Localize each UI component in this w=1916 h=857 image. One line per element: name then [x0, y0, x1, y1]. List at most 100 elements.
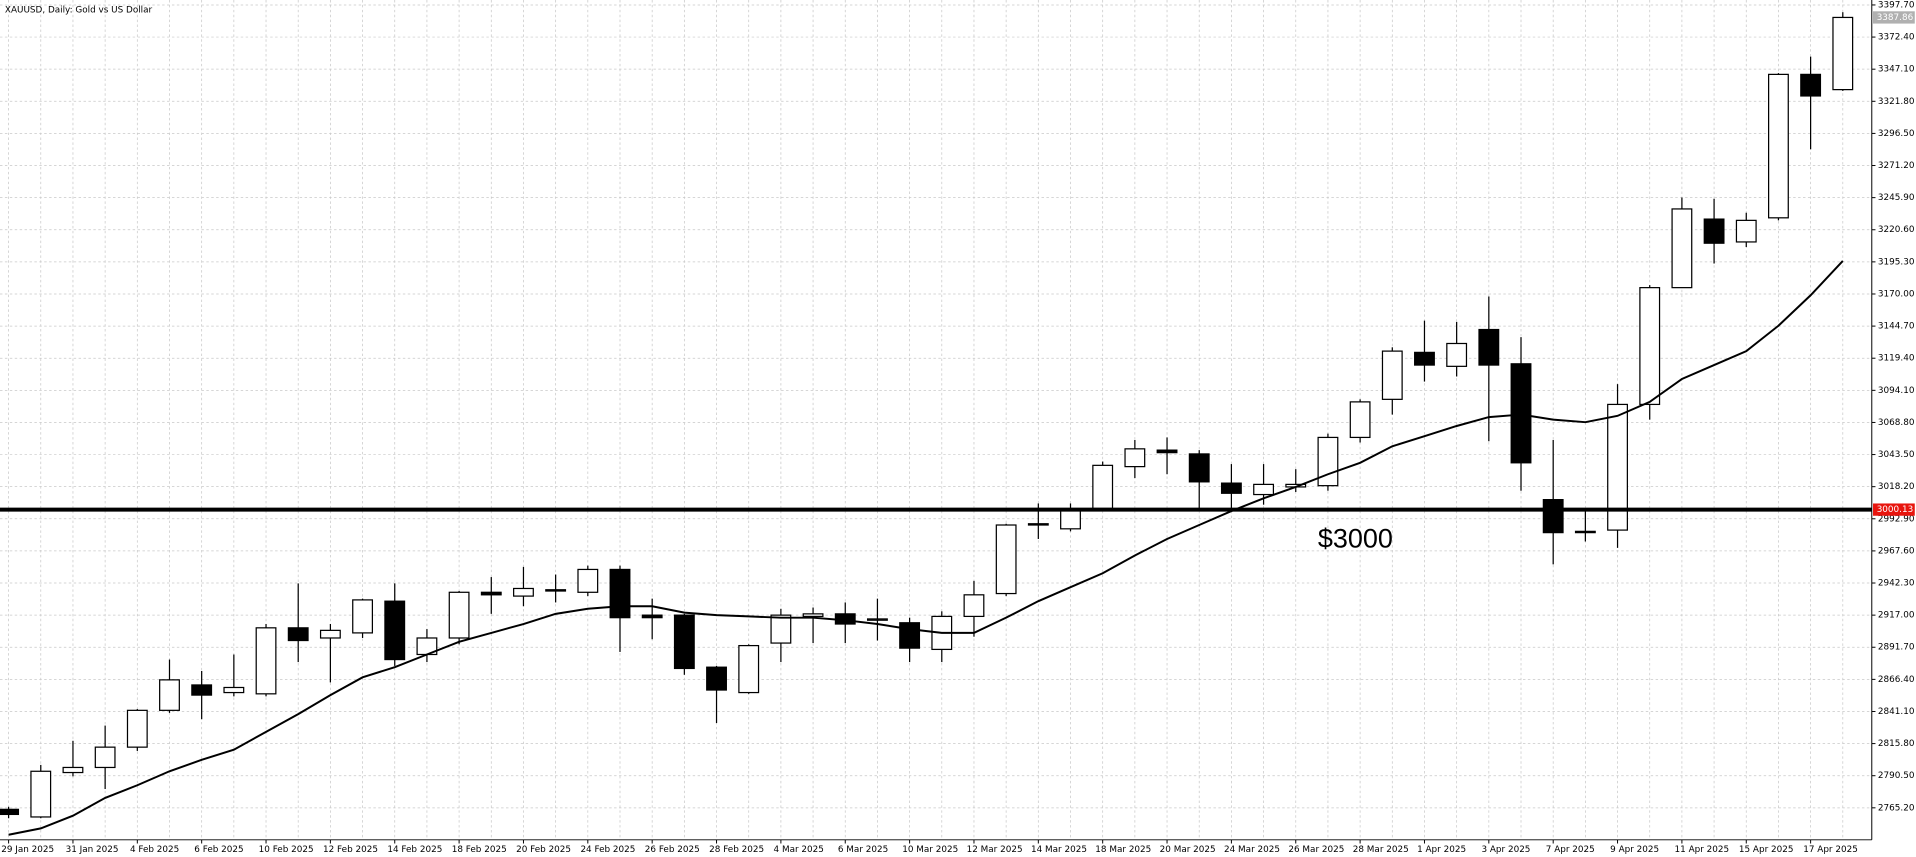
x-tick-label: 12 Mar 2025 — [967, 845, 1023, 855]
y-tick-label: 3195.30 — [1878, 257, 1915, 267]
candle-body — [1542, 499, 1564, 534]
candle-body — [1607, 403, 1628, 531]
x-tick-label: 28 Mar 2025 — [1353, 845, 1409, 855]
y-tick-label: 3245.90 — [1878, 193, 1915, 203]
current-price-label: 3387.86 — [1877, 13, 1914, 23]
candle-body — [1220, 482, 1242, 494]
candle-body — [770, 614, 792, 644]
y-tick-label: 3220.60 — [1878, 225, 1915, 235]
x-tick-label: 20 Mar 2025 — [1160, 845, 1216, 855]
candle-body — [287, 627, 309, 642]
y-tick-label: 3043.50 — [1878, 450, 1915, 460]
y-tick-label: 2866.40 — [1878, 675, 1915, 685]
x-tick-label: 9 Apr 2025 — [1610, 845, 1659, 855]
y-tick-label: 3372.40 — [1878, 33, 1915, 43]
x-tick-label: 15 Apr 2025 — [1739, 845, 1794, 855]
y-tick-label: 2815.80 — [1878, 739, 1915, 749]
x-tick-label: 20 Feb 2025 — [516, 845, 571, 855]
candle-body — [480, 591, 502, 596]
x-tick-label: 18 Feb 2025 — [452, 845, 507, 855]
candle-body — [1446, 342, 1468, 367]
x-tick-label: 4 Feb 2025 — [130, 845, 179, 855]
x-tick-label: 26 Feb 2025 — [645, 845, 700, 855]
candle-body — [448, 591, 470, 639]
x-tick-label: 3 Apr 2025 — [1481, 845, 1530, 855]
candle-body — [963, 594, 985, 618]
x-tick-label: 14 Mar 2025 — [1031, 845, 1087, 855]
y-tick-label: 3144.70 — [1878, 322, 1915, 332]
candle-body — [1510, 363, 1532, 464]
candle-body — [94, 746, 116, 769]
candle-body — [1253, 483, 1275, 496]
x-tick-label: 6 Mar 2025 — [838, 845, 888, 855]
candle-body — [706, 666, 727, 691]
candle-body — [384, 600, 406, 661]
y-tick-label: 2942.30 — [1878, 579, 1915, 589]
y-tick-label: 2790.50 — [1878, 771, 1915, 781]
x-tick-label: 1 Apr 2025 — [1417, 845, 1466, 855]
current-price-box — [1873, 11, 1915, 24]
candle-body — [1639, 287, 1661, 406]
level-label: 3000.13 — [1877, 505, 1914, 515]
x-tick-label: 17 Apr 2025 — [1803, 845, 1858, 855]
y-tick-label: 2765.20 — [1878, 803, 1915, 813]
x-tick-label: 26 Mar 2025 — [1288, 845, 1344, 855]
y-tick-label: 2917.00 — [1878, 611, 1915, 621]
candle-body — [1414, 351, 1435, 366]
candle-body — [866, 618, 888, 621]
chart-title: XAUUSD, Daily: Gold vs US Dollar — [5, 5, 153, 15]
x-tick-label: 24 Mar 2025 — [1224, 845, 1280, 855]
y-tick-label: 2841.10 — [1878, 707, 1915, 717]
candle-body — [738, 644, 760, 694]
candle-body — [899, 622, 921, 649]
y-tick-label: 3347.10 — [1878, 65, 1915, 75]
candle-body — [1671, 208, 1693, 289]
candle-body — [673, 614, 695, 670]
level-label-box — [1873, 503, 1915, 516]
candle-body — [1124, 448, 1146, 468]
x-tick-label: 28 Feb 2025 — [709, 845, 764, 855]
x-tick-label: 10 Mar 2025 — [902, 845, 958, 855]
annotation: $3000 — [1318, 523, 1393, 553]
candle-body — [191, 684, 213, 696]
y-tick-label: 2992.90 — [1878, 514, 1915, 524]
x-tick-label: 29 Jan 2025 — [1, 845, 54, 855]
candle-body — [1768, 73, 1789, 219]
candle-body — [1574, 530, 1596, 534]
candle-body — [1478, 328, 1500, 366]
candle-body — [802, 613, 824, 618]
x-tick-label: 6 Feb 2025 — [194, 845, 243, 855]
candle-body — [30, 770, 52, 818]
plot: $3000 — [0, 12, 1872, 836]
x-tick-label: 14 Feb 2025 — [387, 845, 442, 855]
x-tick-label: 31 Jan 2025 — [66, 845, 119, 855]
y-tick-label: 3170.00 — [1878, 289, 1915, 299]
candle-body — [1060, 509, 1081, 530]
candle-body — [1349, 401, 1371, 439]
candle-body — [577, 568, 599, 593]
candle-body — [1317, 436, 1339, 487]
candle-body — [1735, 219, 1757, 243]
candle-body — [319, 629, 341, 639]
moving-average-line — [8, 260, 1844, 836]
candle-body — [641, 614, 663, 619]
y-tick-label: 3397.70 — [1878, 0, 1915, 10]
x-tick-label: 24 Feb 2025 — [580, 845, 635, 855]
candle-body — [62, 766, 84, 774]
x-tick-label: 4 Mar 2025 — [774, 845, 824, 855]
x-tick-label: 11 Apr 2025 — [1675, 845, 1730, 855]
y-tick-label: 3018.20 — [1878, 482, 1915, 492]
candle-body — [126, 709, 148, 748]
x-tick-label: 18 Mar 2025 — [1095, 845, 1151, 855]
y-tick-label: 2891.70 — [1878, 643, 1915, 653]
y-tick-label: 2967.60 — [1878, 546, 1915, 556]
y-tick-label: 3068.80 — [1878, 418, 1915, 428]
x-tick-label: 7 Apr 2025 — [1546, 845, 1595, 855]
candle-body — [1832, 16, 1854, 91]
candle-body — [1188, 453, 1210, 483]
candle-body — [0, 808, 20, 816]
